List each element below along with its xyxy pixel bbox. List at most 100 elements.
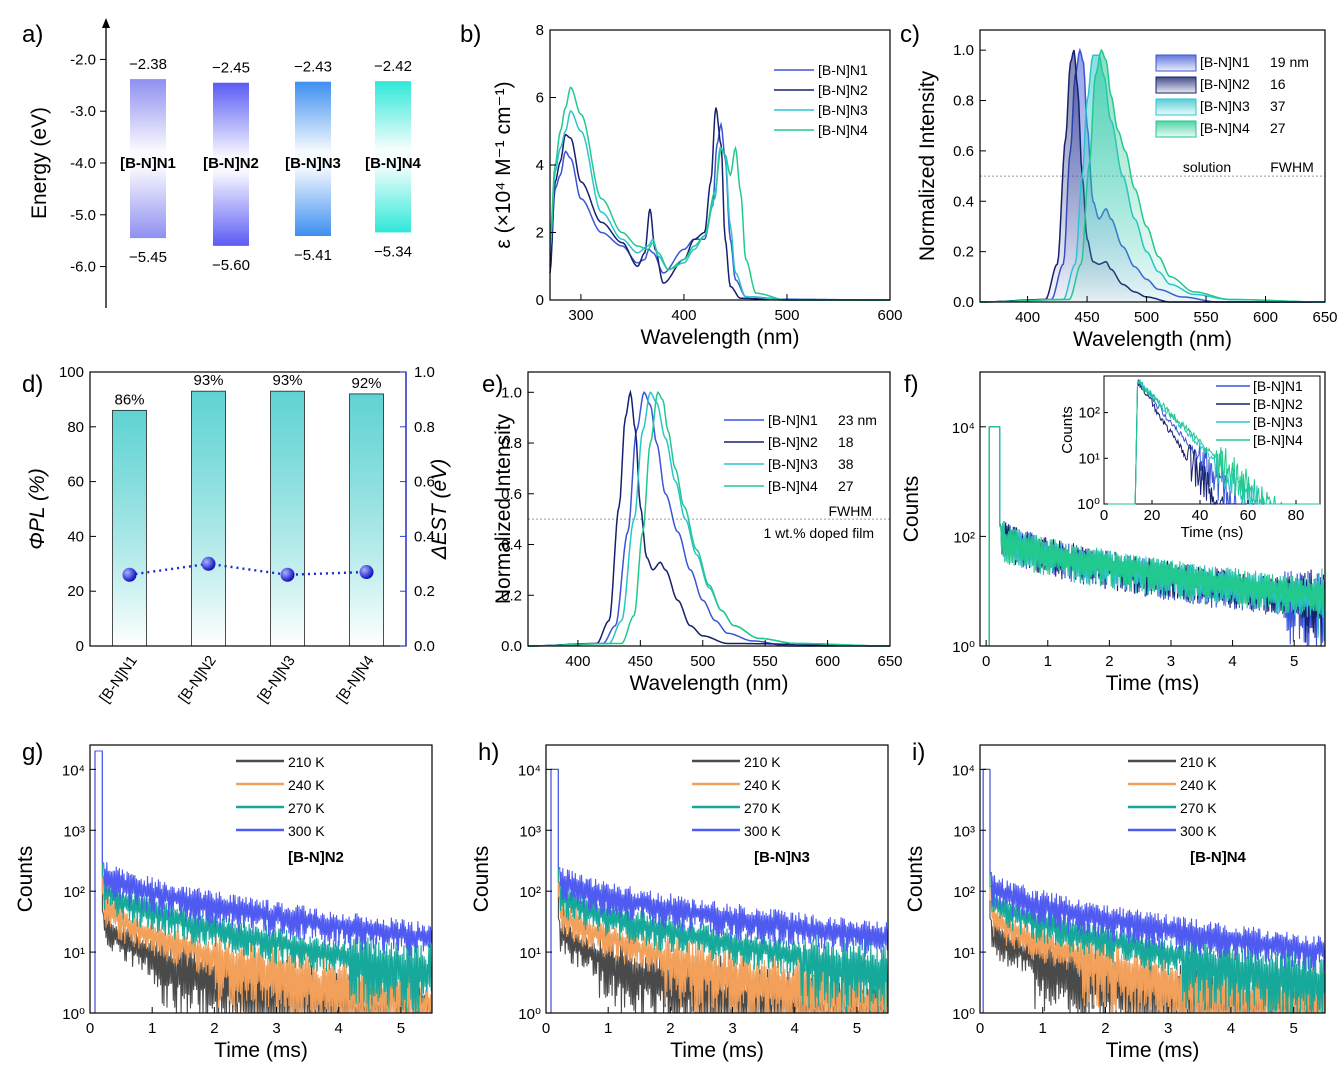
compound-label: [B-N]N3 bbox=[754, 849, 810, 866]
panel-d-ytick-label: 40 bbox=[67, 528, 84, 545]
panel-f-xlabel: Time (ms) bbox=[1106, 672, 1200, 695]
fwhm-annotation: FWHM bbox=[1270, 159, 1314, 175]
panel-i-xtick-label: 5 bbox=[1289, 1020, 1297, 1037]
panel-h-xtick-label: 2 bbox=[666, 1020, 674, 1037]
panel-h-panel-label: h) bbox=[478, 739, 499, 766]
homo-label: −5.34 bbox=[374, 243, 412, 260]
energy-level-bar bbox=[295, 81, 331, 237]
legend-label: 270 K bbox=[744, 800, 781, 816]
panel-c-frame bbox=[979, 29, 1326, 303]
lumo-label: −2.43 bbox=[294, 59, 332, 76]
energy-level-bar bbox=[130, 79, 166, 239]
bar bbox=[349, 393, 384, 647]
panel-g-xtick-label: 0 bbox=[86, 1020, 94, 1037]
panel-b-xtick-label: 500 bbox=[774, 307, 799, 324]
legend-label: 270 K bbox=[288, 800, 325, 816]
panel-h-xlabel: Time (ms) bbox=[670, 1039, 764, 1062]
panel-g-plot-area bbox=[90, 750, 432, 1013]
legend-fwhm: 16 bbox=[1270, 76, 1286, 92]
legend-label: [B-N]N4 bbox=[818, 122, 868, 138]
panel-c-ytick-label: 0.8 bbox=[953, 93, 974, 110]
bar bbox=[112, 409, 147, 647]
legend-label: [B-N]N2 bbox=[768, 434, 818, 450]
legend-label: [B-N]N3 bbox=[1253, 414, 1303, 430]
inset-xtick-label: 20 bbox=[1144, 507, 1161, 524]
panel-f-ylabel: Counts bbox=[900, 476, 923, 543]
panel-f-ytick-label: 10⁰ bbox=[952, 639, 975, 656]
panel-g-xtick-label: 5 bbox=[397, 1020, 405, 1037]
panel-e-xtick-label: 550 bbox=[753, 653, 778, 670]
category-label: [B-N]N1 bbox=[96, 653, 141, 706]
panel-c-xtick-label: 550 bbox=[1194, 309, 1219, 326]
legend-label: [B-N]N2 bbox=[1200, 76, 1250, 92]
panel-i-ytick-label: 10² bbox=[953, 884, 975, 901]
legend-label: 210 K bbox=[288, 754, 325, 770]
inset-ytick-label: 10¹ bbox=[1078, 450, 1100, 467]
panel-b-ytick-label: 4 bbox=[536, 157, 544, 174]
panel-c-panel-label: c) bbox=[900, 21, 920, 48]
category-label: [B-N]N3 bbox=[254, 653, 299, 706]
panel-d-panel-label: d) bbox=[22, 371, 43, 398]
panel-f-xtick-label: 1 bbox=[1044, 653, 1052, 670]
bar bbox=[191, 390, 226, 647]
legend-fwhm: 23 nm bbox=[838, 412, 877, 428]
energy-level-bar bbox=[375, 81, 411, 233]
panel-i-ytick-label: 10³ bbox=[953, 823, 975, 840]
panel-e-ytick-label: 0.0 bbox=[501, 638, 522, 655]
panel-e-ytick-label: 0.2 bbox=[501, 587, 522, 604]
panel-f-ytick-label: 10⁴ bbox=[952, 420, 975, 437]
legend-fwhm: 27 bbox=[1270, 120, 1286, 136]
panel-f-frame bbox=[979, 371, 1326, 647]
panel-g-ytick-label: 10⁴ bbox=[62, 762, 85, 779]
series-line bbox=[980, 768, 1325, 1013]
delta-est-line bbox=[129, 562, 367, 577]
inset-ylabel: Counts bbox=[1059, 406, 1076, 454]
legend-fwhm: 19 nm bbox=[1270, 54, 1309, 70]
legend-label: [B-N]N3 bbox=[818, 102, 868, 118]
panel-b-ytick-label: 0 bbox=[536, 292, 544, 309]
panel-g-ytick-label: 10³ bbox=[63, 823, 85, 840]
panel-c-xtick-label: 500 bbox=[1134, 309, 1159, 326]
panel-g-xlabel: Time (ms) bbox=[214, 1039, 308, 1062]
panel-h-ytick-label: 10³ bbox=[519, 823, 541, 840]
panel-e-ylabel: Normalized Intensity bbox=[492, 413, 515, 604]
lumo-label: −2.42 bbox=[374, 58, 412, 75]
series-area bbox=[980, 50, 1325, 302]
bar-value-label: 93% bbox=[272, 372, 302, 389]
compound-label: [B-N]N3 bbox=[285, 155, 341, 172]
panel-e-xtick-label: 450 bbox=[628, 653, 653, 670]
legend-fwhm: 38 bbox=[838, 456, 854, 472]
panel-d-y2tick-label: 1.0 bbox=[414, 364, 435, 381]
panel-c-ytick-label: 0.2 bbox=[953, 244, 974, 261]
delta-est-point bbox=[280, 567, 295, 582]
panel-i-plot-area bbox=[980, 768, 1325, 1013]
fwhm-annotation: FWHM bbox=[828, 503, 872, 519]
panel-h-ytick-label: 10⁴ bbox=[518, 762, 541, 779]
panel-i-xtick-label: 4 bbox=[1227, 1020, 1235, 1037]
panel-f-xtick-label: 0 bbox=[982, 653, 990, 670]
bar-value-label: 92% bbox=[351, 375, 381, 392]
series-line bbox=[546, 768, 888, 1013]
legend-label: [B-N]N3 bbox=[768, 456, 818, 472]
panel-c-xtick-label: 650 bbox=[1312, 309, 1337, 326]
panel-d-ytick-label: 100 bbox=[59, 364, 84, 381]
panel-i-ytick-label: 10¹ bbox=[953, 945, 975, 962]
panel-h-ytick-label: 10¹ bbox=[519, 945, 541, 962]
panel-g-ytick-label: 10¹ bbox=[63, 945, 85, 962]
panel-a-ytick-label: -2.0 bbox=[70, 51, 96, 68]
panel-h-xtick-label: 5 bbox=[853, 1020, 861, 1037]
panel-d-y2tick-label: 0.8 bbox=[414, 419, 435, 436]
panel-f-ytick-label: 10² bbox=[953, 529, 975, 546]
legend-swatch bbox=[1155, 54, 1197, 72]
panel-d-ytick-label: 60 bbox=[67, 474, 84, 491]
bar-value-label: 86% bbox=[114, 391, 144, 408]
series-line bbox=[980, 48, 1325, 303]
series-line bbox=[980, 426, 1325, 646]
lumo-label: −2.45 bbox=[212, 60, 250, 77]
panel-d-ytick-label: 20 bbox=[67, 583, 84, 600]
legend-label: [B-N]N4 bbox=[1253, 432, 1303, 448]
legend-label: [B-N]N1 bbox=[1200, 54, 1250, 70]
panel-i-xtick-label: 3 bbox=[1164, 1020, 1172, 1037]
inset-ytick-label: 10² bbox=[1078, 405, 1100, 422]
